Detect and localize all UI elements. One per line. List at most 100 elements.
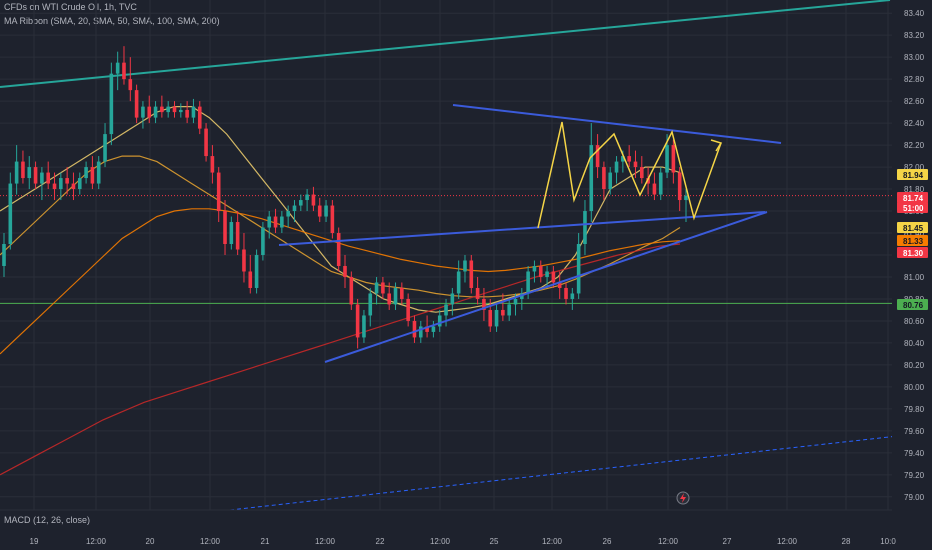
price-tick-label: 80.60 — [904, 317, 925, 326]
time-tick-label: 28 — [842, 537, 851, 546]
candle-body — [8, 183, 13, 245]
candle-body — [469, 260, 474, 288]
candle-body — [595, 145, 600, 168]
price-badge-label: 81.33 — [903, 237, 924, 246]
candle-body — [482, 298, 486, 310]
price-badge — [897, 202, 928, 213]
candle-body — [330, 205, 335, 234]
candle-body — [254, 255, 259, 288]
candle-body — [444, 304, 448, 316]
candle-body — [40, 172, 44, 184]
candle-body — [141, 106, 145, 118]
time-tick-label: 12:00 — [777, 537, 798, 546]
candle-body — [273, 216, 278, 228]
candle-body — [431, 326, 436, 332]
price-tick-label: 79.60 — [904, 427, 925, 436]
time-axis: 19 12:00 20 12:00 21 12:00 22 12:00 25 12:00 26 12:… — [0, 509, 932, 550]
price-tick-label: 80.20 — [904, 361, 925, 370]
candle-body — [646, 178, 650, 184]
legend-symbol: CFDs on WTI Crude Oil, 1h, TVC — [4, 2, 137, 12]
candle-body — [2, 244, 6, 266]
lower-channel-dashed-line — [229, 435, 899, 511]
candle-body — [305, 194, 309, 201]
candle-body — [513, 298, 518, 305]
candle-body — [400, 287, 404, 299]
candle-body — [393, 287, 398, 305]
time-tick-label: 12:00 — [658, 537, 679, 546]
candle-body — [52, 183, 57, 190]
price-tick-label: 80.40 — [904, 339, 925, 348]
macd-label: MACD (12, 26, close) — [4, 515, 91, 525]
candle-body — [248, 271, 253, 288]
time-tick-label: 12:00 — [200, 537, 221, 546]
candle-body — [115, 62, 120, 74]
candle-body — [292, 205, 297, 212]
candle-body — [336, 233, 341, 266]
candle-body — [261, 227, 265, 255]
candle-body — [14, 161, 19, 184]
candle-body — [488, 309, 493, 327]
candle-body — [90, 167, 95, 184]
price-tick-label: 79.40 — [904, 449, 925, 458]
time-tick-label: 19 — [30, 537, 39, 546]
candle-body — [343, 265, 347, 277]
flash-icon-bolt — [680, 493, 686, 503]
candle-body — [494, 309, 499, 327]
candle-body — [103, 134, 107, 162]
trendlines — [0, 0, 899, 511]
candle-body — [77, 178, 82, 190]
time-tick-label: 27 — [723, 537, 732, 546]
candle-body — [589, 145, 594, 212]
candle-body — [374, 282, 379, 294]
price-tick-label: 81.40 — [904, 229, 925, 238]
candle-body — [216, 172, 221, 212]
candle-body — [633, 161, 638, 168]
price-tick-label: 82.60 — [904, 97, 925, 106]
candle-body — [197, 106, 202, 129]
candle-body — [21, 161, 25, 179]
price-badge — [897, 247, 928, 258]
price-badge — [897, 299, 928, 310]
candle-body — [355, 304, 360, 338]
candle-body — [185, 109, 189, 118]
candle-body — [602, 167, 606, 190]
candles — [2, 46, 688, 349]
candle-body — [583, 211, 587, 245]
time-axis-bg — [0, 532, 932, 550]
rising-support-trendline — [324, 211, 768, 363]
candle-body — [166, 106, 170, 113]
candle-body — [191, 106, 196, 118]
candle-body — [267, 216, 272, 228]
candle-body — [621, 156, 625, 162]
legend-ma-ribbon: MA Ribbon (SMA, 20, SMA, 50, SMA, 100, S… — [4, 16, 220, 26]
candle-body — [59, 178, 63, 190]
candle-body — [658, 172, 663, 195]
candle-body — [412, 320, 417, 338]
price-badge-label: 51:00 — [903, 204, 924, 213]
candle-body — [147, 106, 152, 118]
candle-body — [235, 222, 240, 250]
candle-body — [677, 172, 682, 201]
candle-body — [349, 276, 354, 305]
price-badge — [897, 222, 928, 233]
time-tick-label: 12:00 — [430, 537, 451, 546]
candle-body — [128, 79, 133, 91]
price-tick-label: 82.80 — [904, 75, 925, 84]
candle-body — [545, 271, 549, 277]
price-badge-label: 81.74 — [903, 194, 924, 203]
candle-body — [387, 293, 392, 305]
time-tick-label: 26 — [603, 537, 612, 546]
candle-body — [311, 194, 316, 206]
price-tick-label: 83.00 — [904, 53, 925, 62]
ma-line-sma-50 — [0, 155, 681, 298]
flash-icon[interactable] — [676, 491, 690, 505]
candle-body — [576, 244, 581, 294]
candle-body — [229, 222, 234, 245]
candle-body — [223, 211, 227, 245]
time-tick-label: 25 — [490, 537, 499, 546]
candle-body — [179, 109, 183, 113]
candle-body — [614, 161, 619, 173]
candle-body — [153, 106, 158, 118]
candle-body — [463, 260, 467, 272]
